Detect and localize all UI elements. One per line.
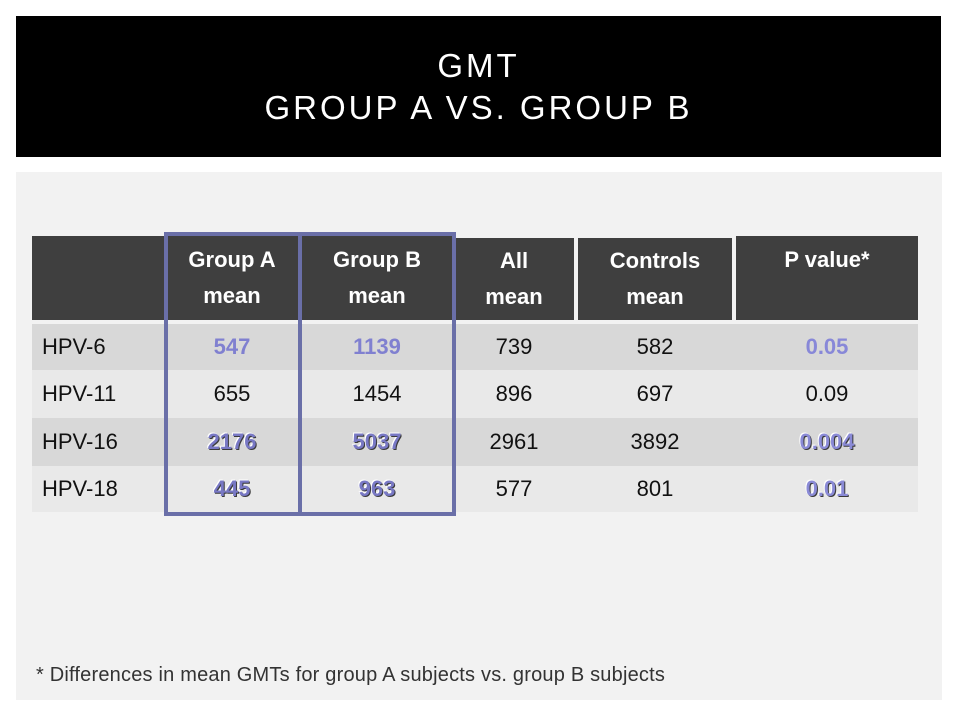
- header-all-line1: All: [499, 248, 529, 273]
- cell-hpv6-group-a: 547: [164, 324, 300, 370]
- header-group-b: Group B mean: [300, 236, 454, 320]
- footnote: * Differences in mean GMTs for group A s…: [36, 664, 666, 686]
- cell-hpv6-group-b: 1139: [300, 324, 454, 370]
- row-label-hpv16: HPV-16: [32, 418, 164, 466]
- row-label-hpv6: HPV-6: [32, 324, 164, 370]
- cell-hpv11-p: 0.09: [736, 370, 918, 418]
- header-group-a: Group A mean: [164, 236, 300, 320]
- header-all-line2: mean: [485, 284, 543, 309]
- cell-hpv16-all: 2961: [454, 418, 574, 466]
- cell-hpv11-group-a: 655: [164, 370, 300, 418]
- cell-hpv11-all: 896: [454, 370, 574, 418]
- cell-hpv18-controls: 801: [574, 466, 736, 512]
- header-group-a-line1: Group A: [188, 247, 276, 272]
- header-group-b-line1: Group B: [333, 247, 421, 272]
- row-label-hpv11: HPV-11: [32, 370, 164, 418]
- header-controls-line2: mean: [626, 284, 684, 309]
- slide-title-line-2: Group A vs. Group B: [264, 88, 693, 126]
- cell-hpv11-controls: 697: [574, 370, 736, 418]
- slide-title-line-1: GMT: [437, 46, 520, 84]
- cell-hpv18-group-b: 963: [300, 466, 454, 512]
- header-all: All mean: [454, 238, 574, 320]
- cell-hpv16-group-b: 5037: [300, 418, 454, 466]
- slide-title-bar: GMT Group A vs. Group B: [16, 16, 941, 157]
- row-label-hpv18: HPV-18: [32, 466, 164, 512]
- cell-hpv6-all: 739: [454, 324, 574, 370]
- header-group-a-line2: mean: [203, 283, 261, 308]
- cell-hpv18-all: 577: [454, 466, 574, 512]
- header-p-value-line1: P value*: [784, 247, 870, 272]
- cell-hpv18-p: 0.01: [736, 466, 918, 512]
- cell-hpv6-controls: 582: [574, 324, 736, 370]
- cell-hpv16-group-a: 2176: [164, 418, 300, 466]
- header-blank: [32, 236, 164, 320]
- header-p-value: P value*: [736, 236, 918, 320]
- cell-hpv6-p: 0.05: [736, 324, 918, 370]
- header-controls-line1: Controls: [609, 248, 701, 273]
- header-group-b-line2: mean: [348, 283, 406, 308]
- cell-hpv11-group-b: 1454: [300, 370, 454, 418]
- header-controls: Controls mean: [578, 238, 732, 320]
- cell-hpv16-p: 0.004: [736, 418, 918, 466]
- cell-hpv16-controls: 3892: [574, 418, 736, 466]
- cell-hpv18-group-a: 445: [164, 466, 300, 512]
